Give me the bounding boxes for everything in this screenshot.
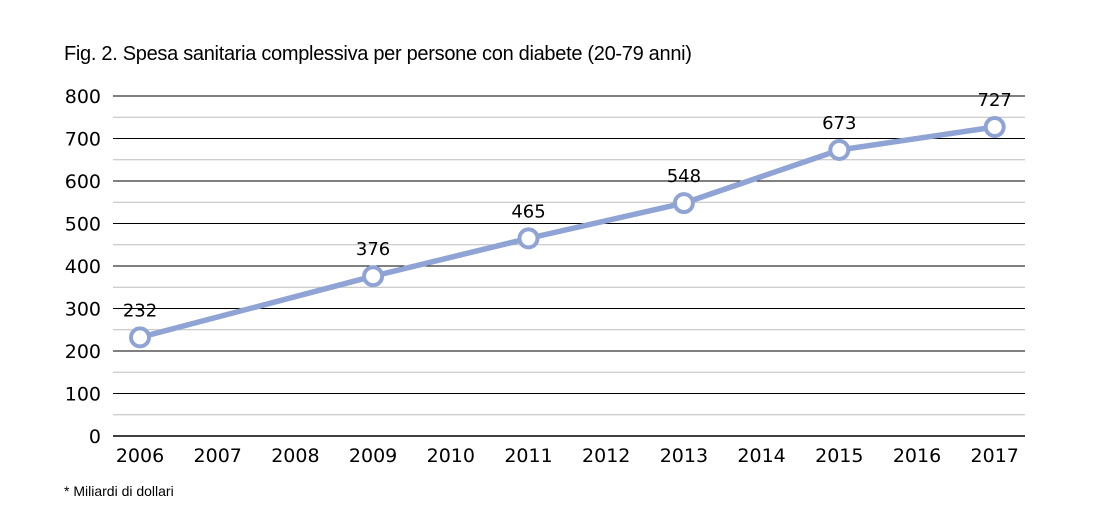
data-point: [362, 265, 385, 288]
y-tick-label: 500: [65, 214, 101, 236]
x-tick-label: 2010: [427, 445, 475, 467]
y-axis-ticks: 0 100 200 300 400 500 600 700 800: [65, 86, 101, 448]
data-point: [983, 116, 1006, 139]
x-tick-label: 2009: [349, 445, 397, 467]
x-tick-label: 2013: [660, 445, 708, 467]
x-tick-label: 2006: [116, 445, 164, 467]
footnote: * Miliardi di dollari: [64, 483, 174, 499]
data-label: 232: [123, 300, 157, 321]
x-tick-label: 2008: [271, 445, 319, 467]
y-tick-label: 700: [65, 129, 101, 151]
chart-title: Fig. 2. Spesa sanitaria complessiva per …: [64, 43, 692, 65]
data-label: 376: [356, 239, 390, 260]
x-tick-label: 2007: [194, 445, 242, 467]
x-tick-label: 2017: [971, 445, 1019, 467]
data-point: [517, 227, 540, 250]
x-tick-label: 2014: [737, 445, 785, 467]
y-tick-label: 800: [65, 86, 101, 108]
y-tick-label: 600: [65, 171, 101, 193]
data-point: [129, 326, 151, 349]
data-label: 465: [511, 201, 545, 222]
x-tick-label: 2012: [582, 445, 630, 467]
data-label: 548: [667, 166, 701, 187]
x-axis-ticks: 2006 2007 2008 2009 2010 2011 2012 2013 2014 2015…: [116, 445, 1019, 467]
y-tick-label: 300: [65, 299, 101, 321]
data-point: [828, 138, 851, 161]
data-point: [672, 192, 695, 215]
x-tick-label: 2015: [815, 445, 863, 467]
y-tick-label: 400: [65, 256, 101, 278]
data-label: 727: [978, 90, 1012, 111]
gridlines: [113, 95, 1025, 437]
y-tick-label: 200: [65, 341, 101, 363]
x-tick-label: 2016: [893, 445, 941, 467]
y-tick-label: 100: [65, 384, 101, 406]
data-label: 673: [822, 113, 856, 134]
series-line: [137, 124, 998, 341]
x-tick-label: 2011: [504, 445, 552, 467]
y-tick-label: 0: [89, 426, 101, 448]
series-line-group: [137, 124, 998, 341]
data-points: [129, 116, 1006, 349]
data-labels: 232 376 465 548 673 727: [123, 90, 1012, 321]
